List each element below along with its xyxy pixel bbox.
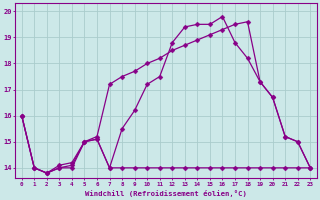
X-axis label: Windchill (Refroidissement éolien,°C): Windchill (Refroidissement éolien,°C): [85, 190, 247, 197]
